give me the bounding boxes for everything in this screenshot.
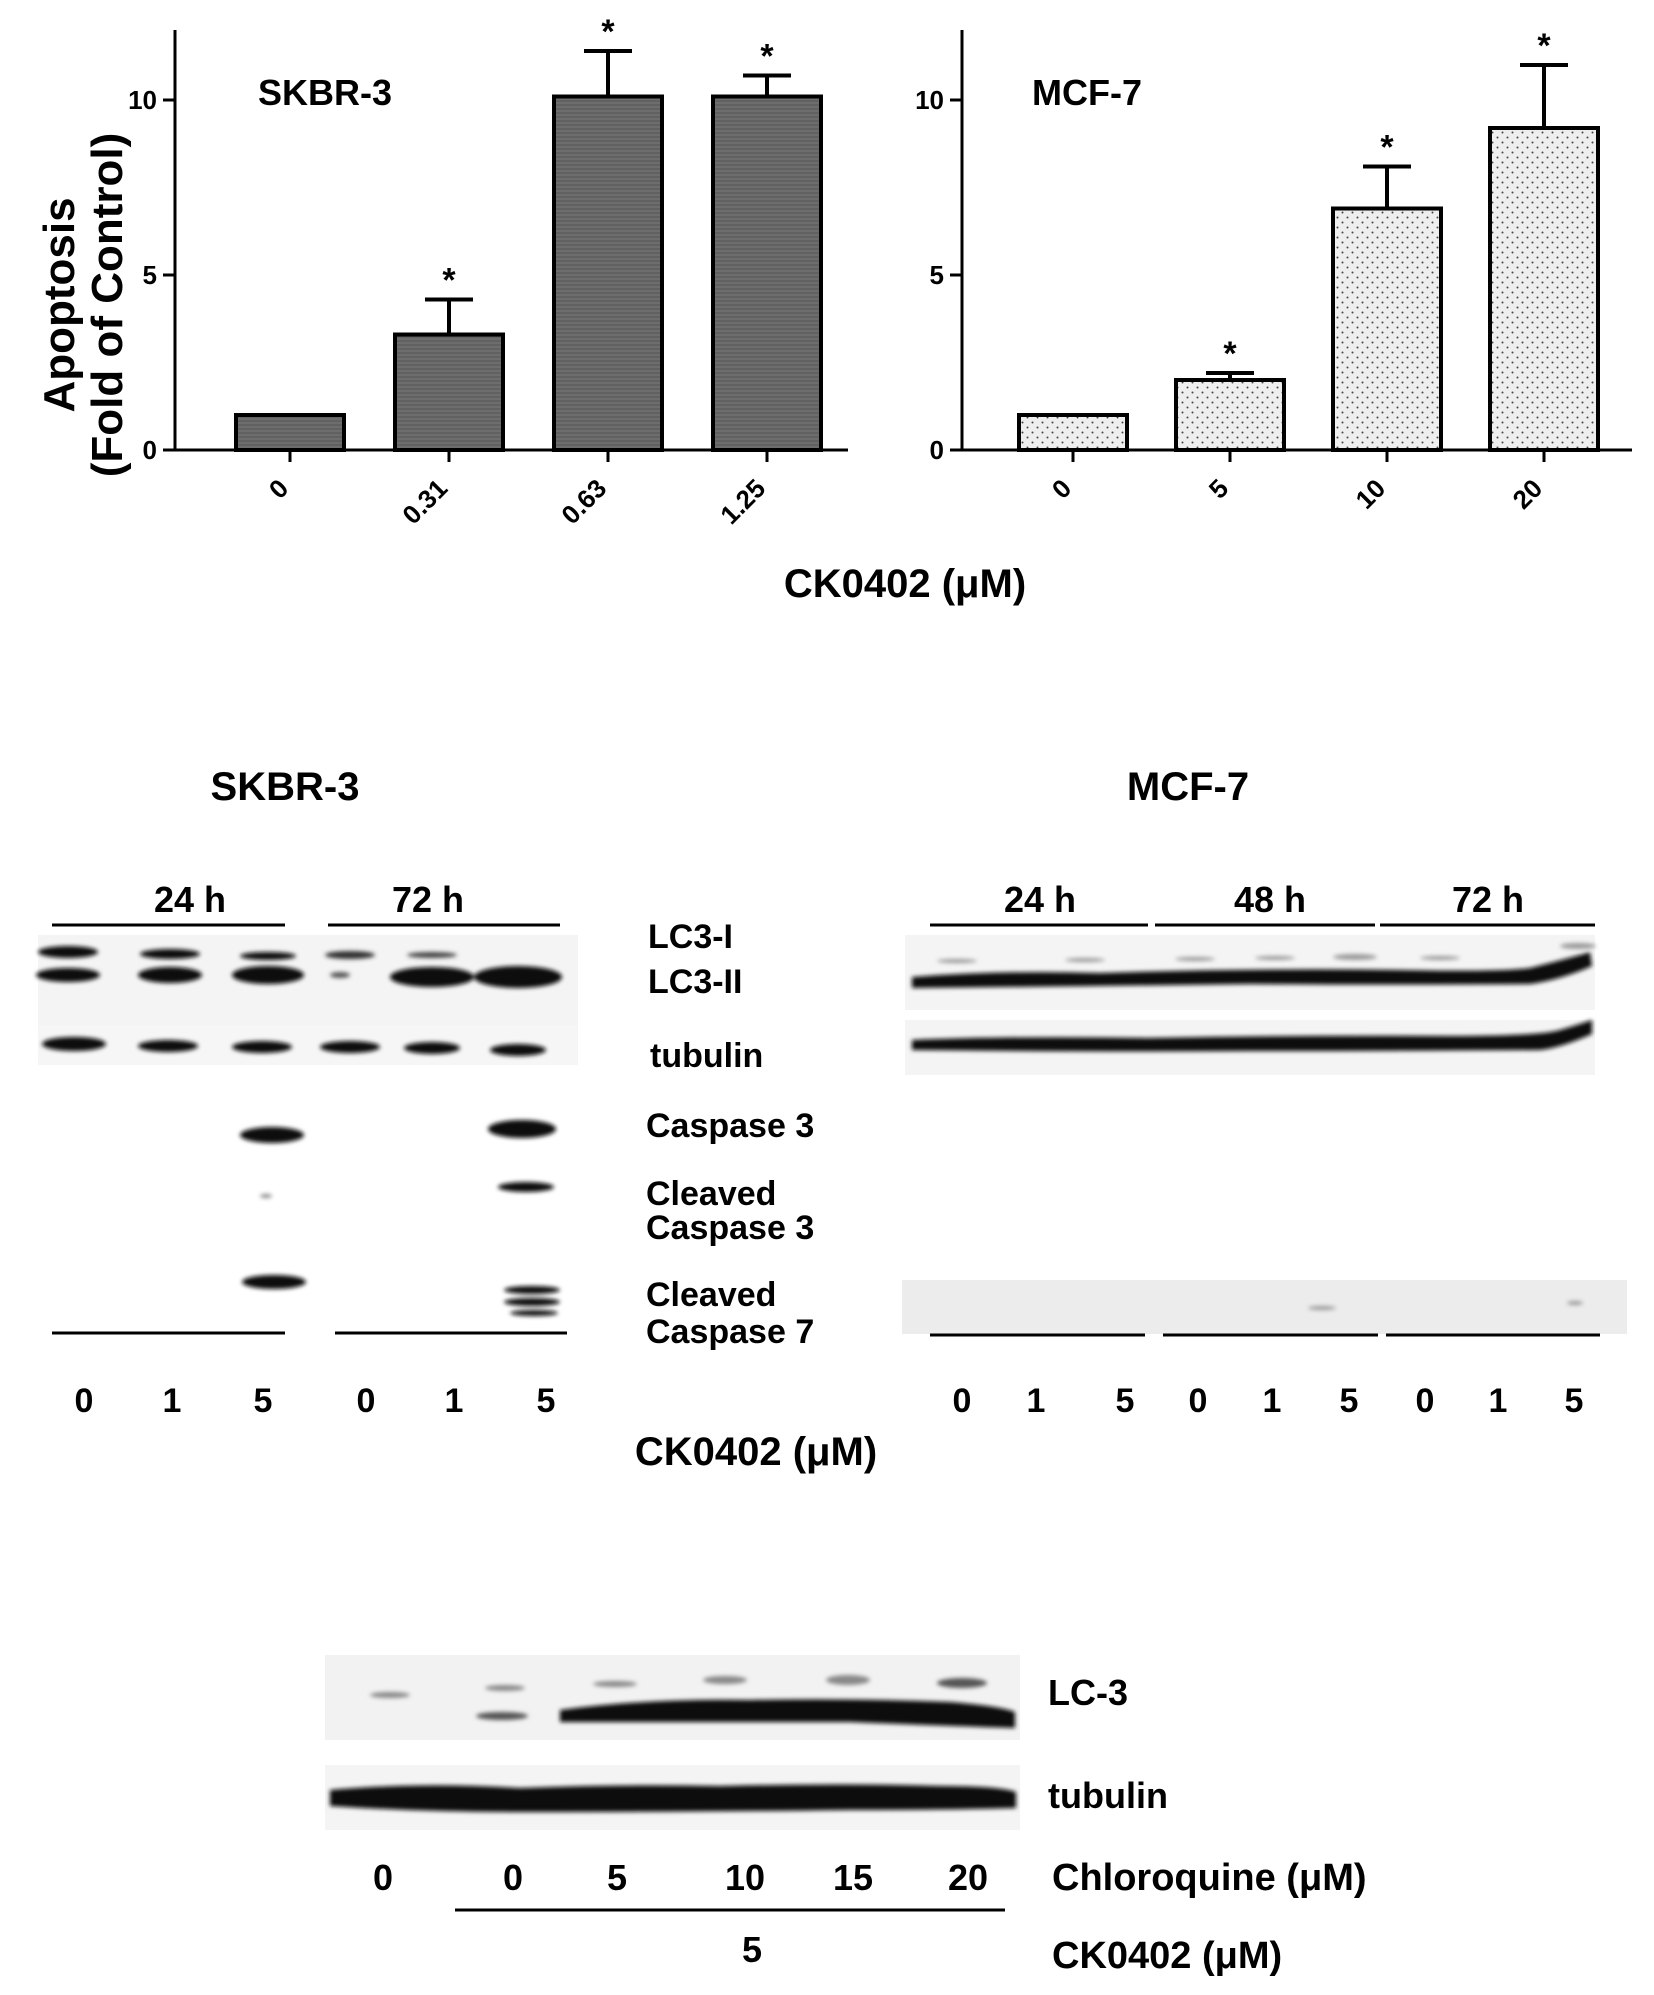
significance-marker: * [442,262,456,300]
x-axis-label: CK0402 (μM) [784,562,1026,606]
lane-label: 5 [254,1382,273,1420]
lane-label: 1 [445,1382,464,1420]
band-label-cleaved-c3-line1: Cleaved [646,1175,776,1213]
y-tick-label: 5 [143,260,157,290]
lane-label: 15 [833,1857,873,1898]
significance-marker: * [1380,129,1394,167]
y-axis-label-line: Apoptosis [35,197,84,412]
lane-label: 1 [163,1382,182,1420]
chart-mcf7-apoptosis: 0 5 10 MCF-7 0 5 * 10 * 20 * [915,27,1632,515]
bar [552,94,664,452]
time-label-72h: 72 h [1452,879,1524,920]
y-tick-label: 10 [128,85,157,115]
x-tick-label: 0 [263,473,294,504]
band-label-lc3-ii: LC3-II [648,963,742,1001]
lane-labels-chloroquine: 0 0 5 10 15 20 [373,1857,988,1898]
x-tick-label: 0.31 [396,473,453,530]
lane-label: 10 [725,1857,765,1898]
y-tick-label: 10 [915,85,944,115]
ck-dose-value: 5 [742,1929,762,1970]
lane-label: 0 [373,1857,393,1898]
significance-marker: * [1537,27,1551,65]
lane-label: 5 [607,1857,627,1898]
band-label-tubulin: tubulin [1048,1775,1168,1816]
chart-skbr3-apoptosis: 0 5 10 SKBR-3 0 0.31 * 0.63 * 1.25 * [128,13,848,530]
band-label-lc-3: LC-3 [1048,1672,1128,1713]
bar [393,332,505,452]
significance-marker: * [760,38,774,76]
y-axis-label-line: (Fold of Control) [83,133,132,478]
lane-label: 0 [953,1382,972,1420]
lane-labels-mcf7: 0 1 5 0 1 5 0 1 5 [953,1382,1584,1420]
x-tick-label: 0.63 [555,473,612,530]
time-label-72h: 72 h [392,879,464,920]
lane-label: 20 [948,1857,988,1898]
time-label-24h: 24 h [1004,879,1076,920]
lane-label: 5 [1565,1382,1584,1420]
x-tick-label: 20 [1507,473,1549,515]
lane-label: 5 [537,1382,556,1420]
bar [234,413,346,452]
lane-label: 5 [1340,1382,1359,1420]
x-tick-label: 10 [1350,473,1392,515]
chloroquine-label: Chloroquine (μM) [1052,1857,1367,1899]
lane-label: 1 [1027,1382,1046,1420]
blot-chloroquine-bands [325,1655,1020,1830]
lane-label: 0 [503,1857,523,1898]
lane-label: 0 [1189,1382,1208,1420]
y-axis-label: Apoptosis(Fold of Control) [35,133,132,478]
blot-x-axis-label: CK0402 (μM) [635,1430,877,1474]
y-tick-label: 0 [143,435,157,465]
bar [1017,413,1129,452]
band-label-cleaved-c3-line2: Caspase 3 [646,1209,814,1247]
blot-title-skbr3: SKBR-3 [211,765,360,809]
lane-label: 5 [1116,1382,1135,1420]
bar [1331,206,1443,452]
band-label-tubulin: tubulin [650,1037,763,1075]
chart-title: MCF-7 [1032,72,1142,113]
blot-mcf7-bands [902,935,1627,1334]
x-tick-label: 5 [1203,473,1234,504]
chart-title: SKBR-3 [258,72,392,113]
band-label-cleaved-c7-line1: Cleaved [646,1276,776,1314]
x-tick-label: 0 [1046,473,1077,504]
y-tick-label: 0 [930,435,944,465]
lane-label: 1 [1263,1382,1282,1420]
significance-marker: * [1223,335,1237,373]
blot-title-mcf7: MCF-7 [1127,765,1249,809]
lane-label: 1 [1489,1382,1508,1420]
ck-dose-label: CK0402 (μM) [1052,1935,1282,1977]
lane-label: 0 [1416,1382,1435,1420]
x-tick-label: 1.25 [714,473,771,530]
bar [1488,126,1600,452]
band-label-cleaved-c7-line2: Caspase 7 [646,1313,814,1351]
time-label-48h: 48 h [1234,879,1306,920]
bar [711,94,823,452]
lane-labels-skbr3: 0 1 5 0 1 5 [75,1382,556,1420]
band-label-caspase3: Caspase 3 [646,1107,814,1145]
y-tick-label: 5 [930,260,944,290]
blot-skbr3-bands [36,935,578,1316]
time-label-24h: 24 h [154,879,226,920]
lane-label: 0 [357,1382,376,1420]
lane-label: 0 [75,1382,94,1420]
bar [1174,378,1286,452]
significance-marker: * [601,13,615,51]
band-label-lc3-i: LC3-I [648,918,733,956]
